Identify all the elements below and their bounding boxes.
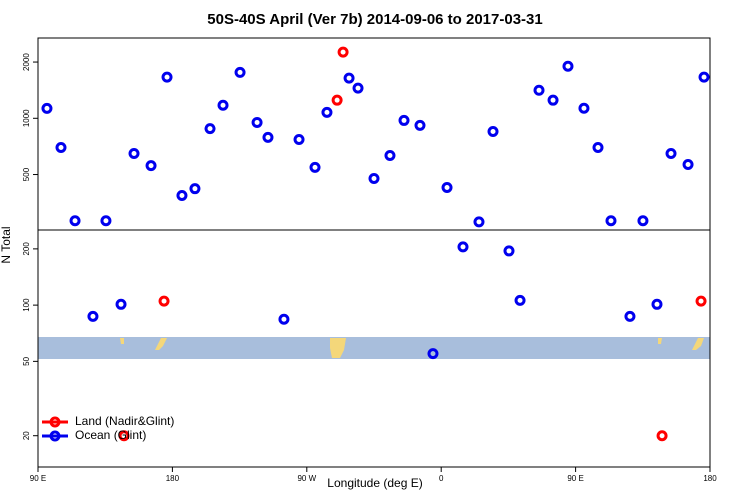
point — [262, 131, 274, 143]
chart-title: 50S-40S April (Ver 7b) 2014-09-06 to 201… — [207, 11, 542, 28]
point — [115, 298, 127, 310]
x-tick-label: 90 W — [297, 474, 316, 483]
point — [176, 190, 188, 202]
x-tick-label: 180 — [166, 474, 180, 483]
point — [656, 430, 668, 442]
point — [87, 310, 99, 322]
point — [682, 158, 694, 170]
point — [128, 147, 140, 159]
point — [161, 71, 173, 83]
y-tick-label: 2000 — [22, 53, 31, 71]
point — [352, 82, 364, 94]
point — [100, 215, 112, 227]
point — [457, 241, 469, 253]
y-tick-label: 500 — [22, 167, 31, 181]
legend-marker — [49, 430, 61, 442]
point — [698, 71, 710, 83]
point — [337, 46, 349, 58]
point — [69, 215, 81, 227]
point — [278, 313, 290, 325]
legend-marker — [49, 416, 61, 428]
point — [251, 116, 263, 128]
point — [624, 310, 636, 322]
point — [592, 141, 604, 153]
point — [503, 245, 515, 257]
y-axis-label: N Total — [0, 226, 13, 263]
map-strip — [38, 337, 710, 359]
x-tick-label: 180 — [703, 474, 717, 483]
point — [189, 183, 201, 195]
point — [384, 150, 396, 162]
point — [204, 123, 216, 135]
y-tick-label: 20 — [22, 431, 31, 440]
legend-label: Ocean (Glint) — [75, 428, 146, 442]
point — [637, 215, 649, 227]
point — [217, 99, 229, 111]
point — [514, 294, 526, 306]
y-tick-label: 1000 — [22, 109, 31, 127]
point — [145, 160, 157, 172]
point — [533, 84, 545, 96]
point — [665, 147, 677, 159]
point — [41, 102, 53, 114]
point — [651, 298, 663, 310]
x-axis-label: Longitude (deg E) — [327, 476, 422, 490]
point — [343, 72, 355, 84]
point — [441, 182, 453, 194]
y-tick-label: 100 — [22, 298, 31, 312]
point — [487, 125, 499, 137]
y-tick-label: 200 — [22, 242, 31, 256]
point — [547, 94, 559, 106]
point — [562, 60, 574, 72]
point — [695, 295, 707, 307]
point — [321, 106, 333, 118]
legend-label: Land (Nadir&Glint) — [75, 414, 174, 428]
point — [578, 102, 590, 114]
x-tick-label: 90 E — [567, 474, 583, 483]
point — [605, 215, 617, 227]
x-tick-label: 0 — [439, 474, 444, 483]
plot-frame — [37, 37, 711, 468]
point — [473, 216, 485, 228]
point — [55, 141, 67, 153]
point — [158, 295, 170, 307]
point — [398, 114, 410, 126]
y-tick-label: 50 — [22, 356, 31, 365]
point — [118, 430, 130, 442]
point — [414, 119, 426, 131]
point — [293, 133, 305, 145]
point — [331, 94, 343, 106]
point — [368, 173, 380, 185]
point — [427, 348, 439, 360]
point — [234, 66, 246, 78]
x-tick-label: 90 E — [30, 474, 46, 483]
point — [309, 161, 321, 173]
